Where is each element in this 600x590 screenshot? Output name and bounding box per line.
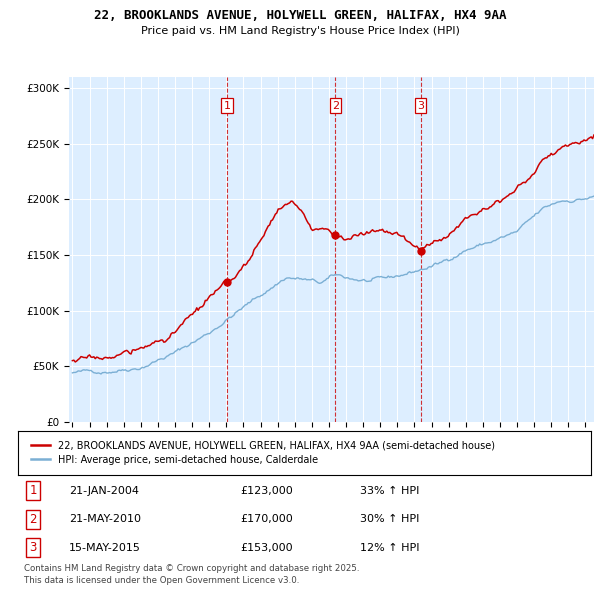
Text: Price paid vs. HM Land Registry's House Price Index (HPI): Price paid vs. HM Land Registry's House … xyxy=(140,26,460,36)
Text: 2: 2 xyxy=(29,513,37,526)
Text: 21-JAN-2004: 21-JAN-2004 xyxy=(69,486,139,496)
Text: £153,000: £153,000 xyxy=(240,543,293,552)
Text: £170,000: £170,000 xyxy=(240,514,293,524)
Text: Contains HM Land Registry data © Crown copyright and database right 2025.: Contains HM Land Registry data © Crown c… xyxy=(24,565,359,573)
Text: 3: 3 xyxy=(29,541,37,554)
Text: 1: 1 xyxy=(29,484,37,497)
Text: 2: 2 xyxy=(332,101,339,111)
Text: £123,000: £123,000 xyxy=(240,486,293,496)
Text: 15-MAY-2015: 15-MAY-2015 xyxy=(69,543,141,552)
Text: This data is licensed under the Open Government Licence v3.0.: This data is licensed under the Open Gov… xyxy=(24,576,299,585)
Legend: 22, BROOKLANDS AVENUE, HOLYWELL GREEN, HALIFAX, HX4 9AA (semi-detached house), H: 22, BROOKLANDS AVENUE, HOLYWELL GREEN, H… xyxy=(29,439,497,467)
Text: 12% ↑ HPI: 12% ↑ HPI xyxy=(360,543,419,552)
Text: 1: 1 xyxy=(224,101,230,111)
Text: 22, BROOKLANDS AVENUE, HOLYWELL GREEN, HALIFAX, HX4 9AA: 22, BROOKLANDS AVENUE, HOLYWELL GREEN, H… xyxy=(94,9,506,22)
Text: 33% ↑ HPI: 33% ↑ HPI xyxy=(360,486,419,496)
Text: 3: 3 xyxy=(417,101,424,111)
Text: 30% ↑ HPI: 30% ↑ HPI xyxy=(360,514,419,524)
Text: 21-MAY-2010: 21-MAY-2010 xyxy=(69,514,141,524)
